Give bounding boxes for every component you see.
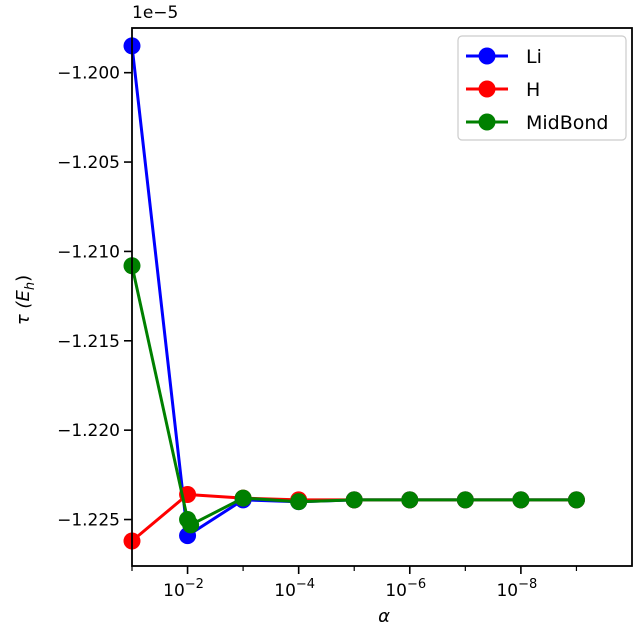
y-axis-label: τ (Eh) xyxy=(13,275,38,325)
data-point-midbond xyxy=(234,489,252,507)
y-tick-label: −1.225 xyxy=(57,511,120,531)
legend-label: Li xyxy=(526,46,542,68)
data-point-midbond xyxy=(182,516,200,534)
y-axis-label-close: ) xyxy=(13,275,34,282)
legend-marker xyxy=(478,80,496,98)
legend-marker xyxy=(478,113,496,131)
y-tick-label: −1.200 xyxy=(57,64,120,84)
x-tick-label: 10−2 xyxy=(163,577,204,601)
legend: Li H MidBond xyxy=(457,35,627,141)
x-tick-label: 10−4 xyxy=(274,577,315,601)
data-point-midbond xyxy=(456,491,474,509)
y-axis-ticks: −1.225 −1.220 −1.215 −1.210 −1.205 −1.200 xyxy=(57,64,132,531)
y-tick-label: −1.205 xyxy=(57,153,120,173)
legend-label: MidBond xyxy=(526,112,609,134)
y-tick-label: −1.220 xyxy=(57,421,120,441)
plot-frame xyxy=(131,27,633,567)
legend-marker xyxy=(478,47,496,65)
data-point-midbond xyxy=(345,491,363,509)
series-line-midbond xyxy=(130,265,577,527)
data-point-midbond xyxy=(401,491,419,509)
data-point-midbond xyxy=(512,491,530,509)
series-layer xyxy=(123,37,585,550)
x-tick-label: 10−8 xyxy=(496,577,537,601)
x-tick-label: 10−6 xyxy=(385,577,426,601)
x-axis-label: α xyxy=(378,606,390,625)
y-tick-label: −1.210 xyxy=(57,242,120,262)
legend-label: H xyxy=(526,79,540,101)
data-point-midbond xyxy=(567,491,585,509)
y-axis-label-main: τ (E xyxy=(13,290,34,326)
y-axis-offset-label: 1e−5 xyxy=(132,3,178,23)
y-axis-label-subscript: h xyxy=(23,282,38,290)
x-axis-ticks: 10−2 10−4 10−6 10−8 xyxy=(131,566,578,601)
y-tick-label: −1.215 xyxy=(57,332,120,352)
data-point-midbond xyxy=(290,493,308,511)
legend-box xyxy=(457,35,627,141)
